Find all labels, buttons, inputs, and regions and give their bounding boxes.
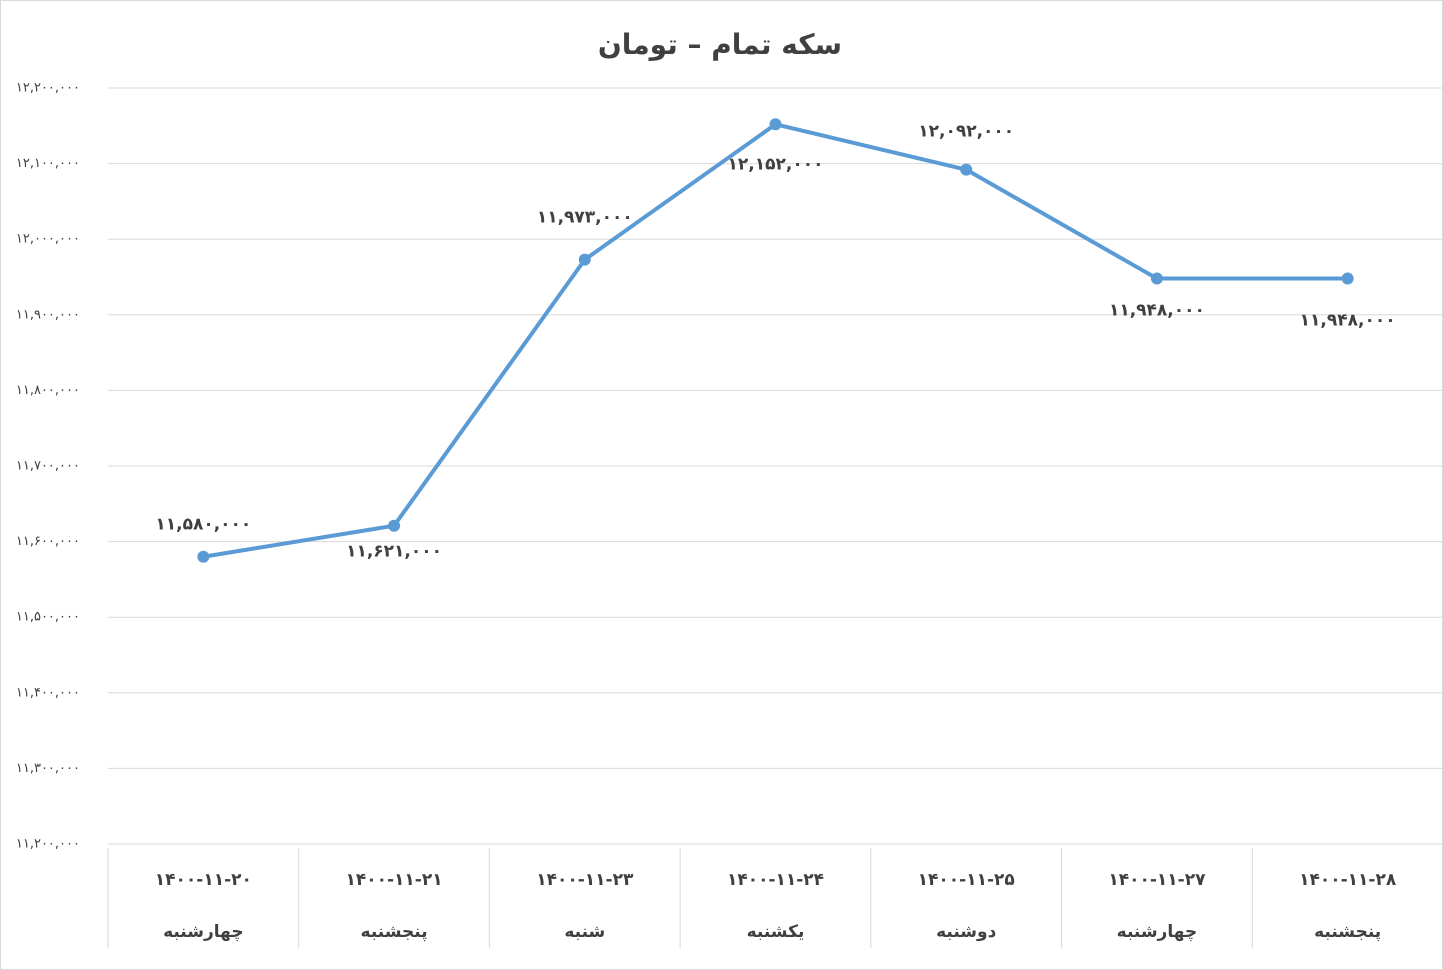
x-tick-label: ۱۴۰۰-۱۱-۲۱ <box>346 870 443 890</box>
data-label: ۱۱,۶۲۱,۰۰۰ <box>346 542 442 562</box>
x-tick-label: ۱۴۰۰-۱۱-۲۸ <box>1299 870 1397 890</box>
y-tick-label: ۱۱,۶۰۰,۰۰۰ <box>16 534 80 549</box>
data-point <box>1341 272 1354 285</box>
x-tick-label: ۱۴۰۰-۱۱-۲۰ <box>155 870 252 890</box>
x-group-label: یکشنبه <box>747 922 805 942</box>
data-label: ۱۱,۹۴۸,۰۰۰ <box>1300 311 1396 331</box>
data-point <box>960 163 973 176</box>
y-tick-label: ۱۱,۳۰۰,۰۰۰ <box>16 761 80 776</box>
data-label: ۱۱,۹۷۳,۰۰۰ <box>537 208 633 228</box>
data-point <box>1150 272 1163 285</box>
y-tick-label: ۱۲,۰۰۰,۰۰۰ <box>16 232 80 247</box>
data-label: ۱۱,۵۸۰,۰۰۰ <box>155 515 251 535</box>
y-tick-label: ۱۲,۲۰۰,۰۰۰ <box>16 81 80 96</box>
x-group-label: پنجشنبه <box>361 922 428 942</box>
y-tick-label: ۱۱,۷۰۰,۰۰۰ <box>16 459 80 474</box>
y-tick-label: ۱۲,۱۰۰,۰۰۰ <box>16 156 80 171</box>
x-tick-label: ۱۴۰۰-۱۱-۲۴ <box>727 870 824 890</box>
data-point <box>769 118 782 131</box>
x-group-label: چهارشنبه <box>1117 922 1198 942</box>
data-point <box>578 253 591 266</box>
x-group-label: دوشنبه <box>936 922 996 942</box>
y-tick-label: ۱۱,۹۰۰,۰۰۰ <box>16 307 80 322</box>
y-tick-label: ۱۱,۴۰۰,۰۰۰ <box>16 685 80 700</box>
x-group-label: چهارشنبه <box>163 922 244 942</box>
data-point <box>197 550 210 563</box>
chart-title: سکه تمام – تومان <box>598 28 842 61</box>
data-label: ۱۱,۹۴۸,۰۰۰ <box>1109 301 1205 321</box>
x-tick-label: ۱۴۰۰-۱۱-۲۷ <box>1108 870 1206 890</box>
y-tick-label: ۱۱,۸۰۰,۰۰۰ <box>16 383 80 398</box>
y-tick-label: ۱۱,۲۰۰,۰۰۰ <box>16 837 80 852</box>
data-label: ۱۲,۰۹۲,۰۰۰ <box>918 122 1014 142</box>
y-tick-label: ۱۱,۵۰۰,۰۰۰ <box>16 610 80 625</box>
x-tick-label: ۱۴۰۰-۱۱-۲۳ <box>536 870 634 890</box>
x-group-label: پنجشنبه <box>1314 922 1381 942</box>
data-label: ۱۲,۱۵۲,۰۰۰ <box>728 154 824 174</box>
data-point <box>388 519 401 532</box>
x-tick-label: ۱۴۰۰-۱۱-۲۵ <box>918 870 1015 890</box>
x-group-label: شنبه <box>564 922 605 942</box>
